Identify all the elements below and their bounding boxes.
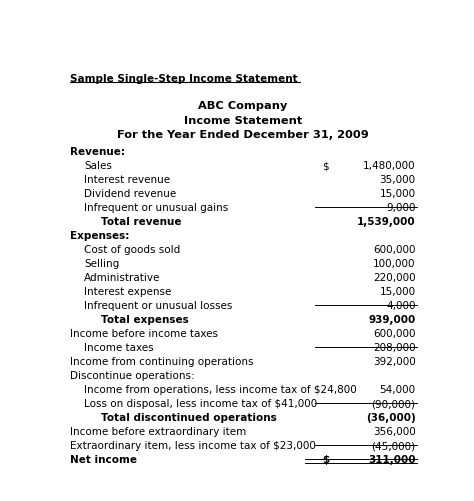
Text: 600,000: 600,000 xyxy=(373,329,416,339)
Text: (45,000): (45,000) xyxy=(372,440,416,450)
Text: 54,000: 54,000 xyxy=(380,384,416,394)
Text: 1,480,000: 1,480,000 xyxy=(363,161,416,171)
Text: Total revenue: Total revenue xyxy=(101,217,182,227)
Text: Income before income taxes: Income before income taxes xyxy=(70,329,218,339)
Text: (90,000): (90,000) xyxy=(372,398,416,408)
Text: For the Year Ended December 31, 2009: For the Year Ended December 31, 2009 xyxy=(117,130,369,140)
Text: Infrequent or unusual gains: Infrequent or unusual gains xyxy=(84,203,228,213)
Text: 15,000: 15,000 xyxy=(380,287,416,297)
Text: $: $ xyxy=(322,161,329,171)
Text: Income from continuing operations: Income from continuing operations xyxy=(70,356,254,366)
Text: Net income: Net income xyxy=(70,454,137,464)
Text: Dividend revenue: Dividend revenue xyxy=(84,189,176,199)
Text: Discontinue operations:: Discontinue operations: xyxy=(70,370,195,380)
Text: 4,000: 4,000 xyxy=(386,301,416,311)
Text: 208,000: 208,000 xyxy=(373,342,416,352)
Text: Income taxes: Income taxes xyxy=(84,342,154,352)
Text: $: $ xyxy=(322,454,329,464)
Text: Revenue:: Revenue: xyxy=(70,147,125,157)
Text: 220,000: 220,000 xyxy=(373,273,416,283)
Text: Income before extraordinary item: Income before extraordinary item xyxy=(70,426,246,436)
Text: 600,000: 600,000 xyxy=(373,244,416,255)
Text: Interest revenue: Interest revenue xyxy=(84,175,170,185)
Text: 392,000: 392,000 xyxy=(373,356,416,366)
Text: 356,000: 356,000 xyxy=(373,426,416,436)
Text: Income Statement: Income Statement xyxy=(184,115,302,125)
Text: Total expenses: Total expenses xyxy=(101,315,189,325)
Text: Income from operations, less income tax of $24,800: Income from operations, less income tax … xyxy=(84,384,357,394)
Text: 35,000: 35,000 xyxy=(380,175,416,185)
Text: 311,000: 311,000 xyxy=(368,454,416,464)
Text: Infrequent or unusual losses: Infrequent or unusual losses xyxy=(84,301,233,311)
Text: Extraordinary item, less income tax of $23,000: Extraordinary item, less income tax of $… xyxy=(70,440,316,450)
Text: Administrative: Administrative xyxy=(84,273,161,283)
Text: Sample Single-Step Income Statement: Sample Single-Step Income Statement xyxy=(70,74,298,84)
Text: 100,000: 100,000 xyxy=(373,259,416,269)
Text: Cost of goods sold: Cost of goods sold xyxy=(84,244,181,255)
Text: ABC Company: ABC Company xyxy=(198,101,288,111)
Text: 939,000: 939,000 xyxy=(368,315,416,325)
Text: 1,539,000: 1,539,000 xyxy=(357,217,416,227)
Text: Selling: Selling xyxy=(84,259,119,269)
Text: Expenses:: Expenses: xyxy=(70,230,130,240)
Text: Interest expense: Interest expense xyxy=(84,287,172,297)
Text: Loss on disposal, less income tax of $41,000: Loss on disposal, less income tax of $41… xyxy=(84,398,318,408)
Text: Total discontinued operations: Total discontinued operations xyxy=(101,412,277,422)
Text: Sales: Sales xyxy=(84,161,112,171)
Text: (36,000): (36,000) xyxy=(366,412,416,422)
Text: 9,000: 9,000 xyxy=(386,203,416,213)
Text: 15,000: 15,000 xyxy=(380,189,416,199)
